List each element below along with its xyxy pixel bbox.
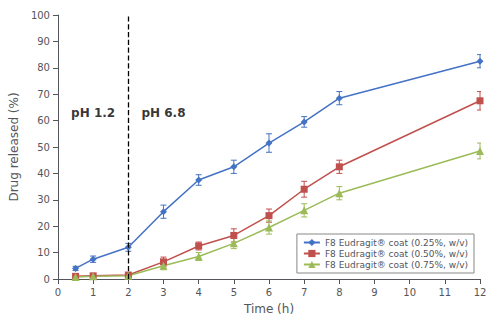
svg-text:9: 9 (371, 287, 377, 298)
svg-text:10: 10 (403, 287, 416, 298)
svg-text:3: 3 (160, 287, 166, 298)
svg-text:12: 12 (474, 287, 487, 298)
svg-text:11: 11 (438, 287, 451, 298)
svg-text:40: 40 (37, 168, 50, 179)
svg-text:1: 1 (90, 287, 96, 298)
svg-text:F8 Eudragit® coat (0.25%, w/v): F8 Eudragit® coat (0.25%, w/v) (325, 238, 468, 248)
svg-text:pH 1.2: pH 1.2 (71, 106, 115, 120)
svg-text:F8 Eudragit® coat (0.75%, w/v): F8 Eudragit® coat (0.75%, w/v) (325, 260, 468, 270)
svg-text:8: 8 (336, 287, 342, 298)
svg-text:F8 Eudragit® coat (0.50%, w/v): F8 Eudragit® coat (0.50%, w/v) (325, 249, 468, 259)
svg-text:2: 2 (125, 287, 131, 298)
svg-text:100: 100 (31, 10, 50, 21)
svg-text:60: 60 (37, 115, 50, 126)
svg-text:6: 6 (266, 287, 272, 298)
svg-text:Drug released (%): Drug released (%) (7, 92, 21, 201)
svg-text:70: 70 (37, 89, 50, 100)
svg-text:5: 5 (231, 287, 237, 298)
svg-text:pH 6.8: pH 6.8 (141, 106, 185, 120)
svg-text:7: 7 (301, 287, 307, 298)
svg-text:90: 90 (37, 36, 50, 47)
svg-text:10: 10 (37, 247, 50, 258)
svg-text:0: 0 (55, 287, 61, 298)
svg-text:Time (h): Time (h) (243, 302, 294, 316)
svg-text:50: 50 (37, 142, 50, 153)
svg-text:0: 0 (44, 274, 50, 285)
svg-text:30: 30 (37, 194, 50, 205)
svg-text:80: 80 (37, 62, 50, 73)
svg-text:20: 20 (37, 221, 50, 232)
svg-text:4: 4 (195, 287, 201, 298)
